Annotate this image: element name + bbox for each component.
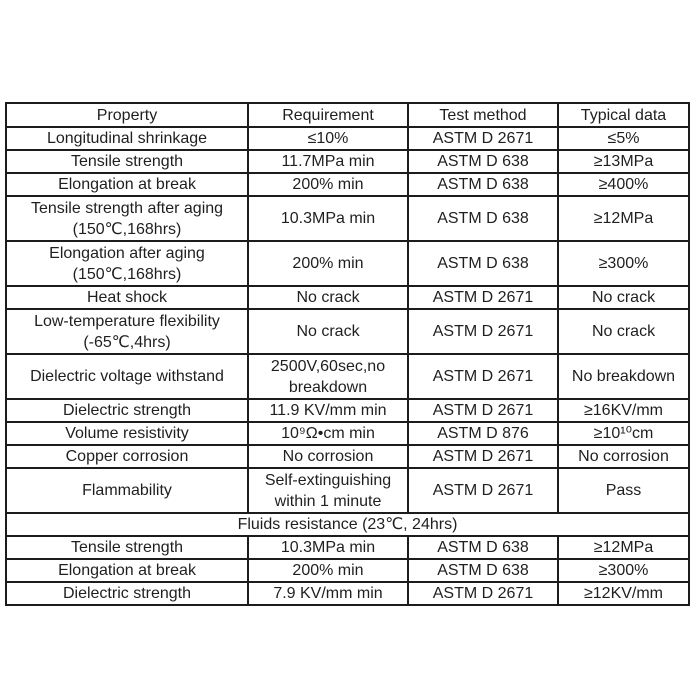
test-method-cell: ASTM D 638 — [407, 240, 559, 287]
test-method-cell: ASTM D 2671 — [407, 126, 559, 151]
property-cell: Elongation at break — [5, 172, 249, 197]
spec-table-body: Longitudinal shrinkage ≤10% ASTM D 2671 ≤5%… — [5, 126, 690, 606]
property-cell: Flammability — [5, 467, 249, 514]
property-cell: Copper corrosion — [5, 444, 249, 469]
requirement-cell: No corrosion — [247, 444, 409, 469]
requirement-cell: 11.7MPa min — [247, 149, 409, 174]
property-cell: Elongation at break — [5, 558, 249, 583]
property-cell: Longitudinal shrinkage — [5, 126, 249, 151]
table-row: Tensile strength after aging (150℃,168hr… — [5, 195, 690, 242]
test-method-cell: ASTM D 638 — [407, 535, 559, 560]
property-cell: Volume resistivity — [5, 421, 249, 446]
column-header-property: Property — [5, 102, 249, 128]
requirement-cell: ≤10% — [247, 126, 409, 151]
test-method-cell: ASTM D 876 — [407, 421, 559, 446]
typical-data-cell: ≥12MPa — [557, 195, 690, 242]
property-cell: Dielectric strength — [5, 581, 249, 606]
requirement-cell: 2500V,60sec,no breakdown — [247, 353, 409, 400]
typical-data-cell: ≤5% — [557, 126, 690, 151]
table-row: Longitudinal shrinkage ≤10% ASTM D 2671 ≤5% — [5, 126, 690, 151]
property-cell: Low-temperature flexibility (-65℃,4hrs) — [5, 308, 249, 355]
requirement-cell: No crack — [247, 285, 409, 310]
test-method-cell: ASTM D 2671 — [407, 467, 559, 514]
test-method-cell: ASTM D 2671 — [407, 581, 559, 606]
typical-data-cell: No corrosion — [557, 444, 690, 469]
typical-data-cell: ≥12KV/mm — [557, 581, 690, 606]
column-header-typical-data: Typical data — [557, 102, 690, 128]
typical-data-cell: ≥400% — [557, 172, 690, 197]
property-cell: Tensile strength — [5, 149, 249, 174]
table-row: Elongation at break 200% min ASTM D 638 ≥30… — [5, 558, 690, 583]
table-row: Heat shock No crack ASTM D 2671 No crack — [5, 285, 690, 310]
property-cell: Dielectric voltage withstand — [5, 353, 249, 400]
table-row: Low-temperature flexibility (-65℃,4hrs) N… — [5, 308, 690, 355]
typical-data-cell: ≥300% — [557, 558, 690, 583]
header-row: Property Requirement Test method Typical… — [5, 102, 690, 128]
table-row: Volume resistivity 10⁹Ω•cm min ASTM D 876 ≥… — [5, 421, 690, 446]
typical-data-cell: No crack — [557, 285, 690, 310]
property-cell: Dielectric strength — [5, 398, 249, 423]
table-row: Dielectric strength 7.9 KV/mm min ASTM D 2… — [5, 581, 690, 606]
table-row: Tensile strength 10.3MPa min ASTM D 638 ≥12… — [5, 535, 690, 560]
test-method-cell: ASTM D 2671 — [407, 353, 559, 400]
requirement-cell: Self-extinguishing within 1 minute — [247, 467, 409, 514]
requirement-cell: 200% min — [247, 172, 409, 197]
typical-data-cell: ≥300% — [557, 240, 690, 287]
table-row: Copper corrosion No corrosion ASTM D 2671 N… — [5, 444, 690, 469]
property-cell: Tensile strength — [5, 535, 249, 560]
table-row: Flammability Self-extinguishing within 1 … — [5, 467, 690, 514]
property-cell: Elongation after aging (150℃,168hrs) — [5, 240, 249, 287]
table-row: Dielectric voltage withstand 2500V,60sec,… — [5, 353, 690, 400]
requirement-cell: No crack — [247, 308, 409, 355]
test-method-cell: ASTM D 638 — [407, 195, 559, 242]
typical-data-cell: No breakdown — [557, 353, 690, 400]
table-row: Elongation at break 200% min ASTM D 638 ≥40… — [5, 172, 690, 197]
table-row: Dielectric strength 11.9 KV/mm min ASTM D … — [5, 398, 690, 423]
test-method-cell: ASTM D 2671 — [407, 285, 559, 310]
test-method-cell: ASTM D 638 — [407, 172, 559, 197]
requirement-cell: 10.3MPa min — [247, 535, 409, 560]
typical-data-cell: ≥10¹⁰cm — [557, 421, 690, 446]
typical-data-cell: ≥13MPa — [557, 149, 690, 174]
section-label: Fluids resistance (23℃, 24hrs) — [5, 512, 690, 537]
requirement-cell: 11.9 KV/mm min — [247, 398, 409, 423]
test-method-cell: ASTM D 2671 — [407, 444, 559, 469]
table-row: Tensile strength 11.7MPa min ASTM D 638 ≥13… — [5, 149, 690, 174]
column-header-requirement: Requirement — [247, 102, 409, 128]
section-row: Fluids resistance (23℃, 24hrs) — [5, 512, 690, 537]
property-cell: Heat shock — [5, 285, 249, 310]
typical-data-cell: ≥16KV/mm — [557, 398, 690, 423]
typical-data-cell: ≥12MPa — [557, 535, 690, 560]
table-row: Elongation after aging (150℃,168hrs) 200%… — [5, 240, 690, 287]
test-method-cell: ASTM D 2671 — [407, 398, 559, 423]
typical-data-cell: No crack — [557, 308, 690, 355]
requirement-cell: 10.3MPa min — [247, 195, 409, 242]
requirement-cell: 200% min — [247, 558, 409, 583]
requirement-cell: 200% min — [247, 240, 409, 287]
typical-data-cell: Pass — [557, 467, 690, 514]
test-method-cell: ASTM D 638 — [407, 558, 559, 583]
spec-table: Property Requirement Test method Typical… — [5, 102, 690, 606]
requirement-cell: 10⁹Ω•cm min — [247, 421, 409, 446]
requirement-cell: 7.9 KV/mm min — [247, 581, 409, 606]
column-header-test-method: Test method — [407, 102, 559, 128]
test-method-cell: ASTM D 638 — [407, 149, 559, 174]
property-cell: Tensile strength after aging (150℃,168hr… — [5, 195, 249, 242]
test-method-cell: ASTM D 2671 — [407, 308, 559, 355]
